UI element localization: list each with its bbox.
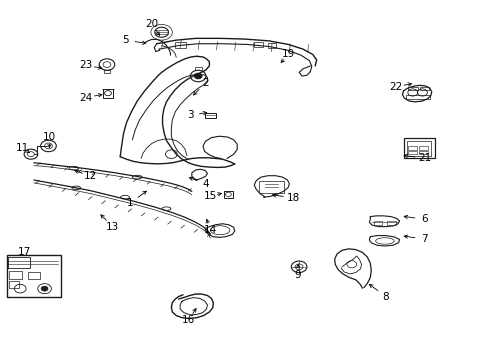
Bar (27, 272, 40, 279)
Bar (386, 221, 395, 225)
Bar (407, 87, 417, 90)
Text: 19: 19 (281, 49, 294, 59)
Bar (407, 150, 416, 154)
Text: 10: 10 (43, 132, 56, 142)
Text: 6: 6 (421, 215, 427, 224)
Bar (419, 87, 428, 90)
Text: 15: 15 (203, 191, 217, 201)
Text: 18: 18 (286, 193, 299, 203)
Text: 24: 24 (79, 93, 92, 103)
Text: 11: 11 (16, 143, 29, 153)
Text: 2: 2 (202, 78, 208, 88)
Text: 22: 22 (388, 82, 402, 92)
Text: 20: 20 (145, 19, 158, 29)
Text: 13: 13 (106, 222, 119, 231)
Bar (406, 141, 430, 156)
Bar (259, 181, 283, 193)
Bar (224, 191, 232, 198)
Bar (6, 255, 61, 297)
Text: 9: 9 (294, 270, 301, 280)
Text: 8: 8 (382, 292, 388, 302)
Bar (418, 146, 427, 149)
Text: 17: 17 (18, 247, 31, 257)
Text: 14: 14 (203, 225, 217, 235)
Bar (205, 113, 216, 118)
Bar (404, 138, 434, 158)
Text: 21: 21 (417, 153, 430, 163)
Text: 12: 12 (84, 171, 97, 181)
Text: 16: 16 (182, 315, 195, 325)
Text: 7: 7 (421, 234, 427, 244)
Bar (103, 89, 113, 98)
Bar (407, 146, 416, 149)
Circle shape (41, 286, 48, 291)
Text: 23: 23 (79, 60, 92, 70)
Text: 1: 1 (126, 198, 133, 208)
Bar (175, 41, 185, 48)
Bar (9, 281, 19, 288)
Bar (406, 95, 429, 99)
Text: 4: 4 (202, 179, 208, 189)
Text: 3: 3 (187, 111, 194, 121)
Bar (254, 42, 263, 47)
Text: 5: 5 (122, 35, 128, 45)
Bar (267, 43, 275, 48)
Bar (418, 150, 427, 154)
Bar (9, 271, 21, 279)
Bar (373, 221, 382, 225)
Circle shape (194, 73, 202, 79)
